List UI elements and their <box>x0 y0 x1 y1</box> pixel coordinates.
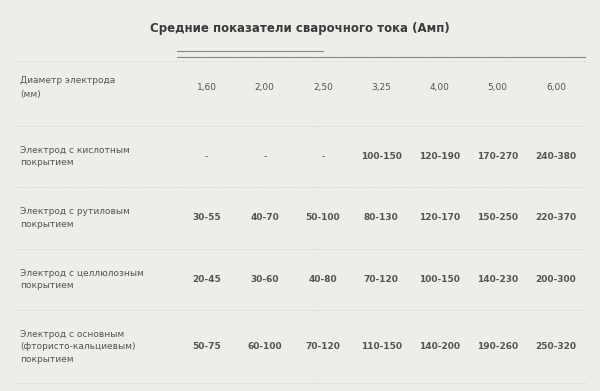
Text: 2,00: 2,00 <box>255 83 275 92</box>
Text: 150-250: 150-250 <box>477 213 518 222</box>
Text: 70-120: 70-120 <box>305 342 340 351</box>
Text: 2,50: 2,50 <box>313 83 333 92</box>
Text: 20-45: 20-45 <box>192 275 221 284</box>
Text: 3,25: 3,25 <box>371 83 391 92</box>
Text: Электрод с основным
(фтористо-кальциевым)
покрытием: Электрод с основным (фтористо-кальциевым… <box>20 330 136 364</box>
Text: 120-190: 120-190 <box>419 152 460 161</box>
Text: 80-130: 80-130 <box>364 213 398 222</box>
Text: 6,00: 6,00 <box>546 83 566 92</box>
Text: 200-300: 200-300 <box>536 275 576 284</box>
Text: -: - <box>205 152 208 161</box>
Text: 170-270: 170-270 <box>477 152 518 161</box>
Text: Электрод с рутиловым
покрытием: Электрод с рутиловым покрытием <box>20 207 130 229</box>
Text: Электрод с целлюлозным
покрытием: Электрод с целлюлозным покрытием <box>20 269 143 290</box>
Text: 140-200: 140-200 <box>419 342 460 351</box>
Text: 40-80: 40-80 <box>308 275 337 284</box>
Text: 120-170: 120-170 <box>419 213 460 222</box>
Text: 30-60: 30-60 <box>251 275 279 284</box>
Text: Средние показатели сварочного тока (Амп): Средние показатели сварочного тока (Амп) <box>150 22 450 34</box>
Text: 100-150: 100-150 <box>419 275 460 284</box>
Text: 50-100: 50-100 <box>305 213 340 222</box>
Text: -: - <box>263 152 266 161</box>
Text: 220-370: 220-370 <box>535 213 577 222</box>
Text: 70-120: 70-120 <box>364 275 398 284</box>
Text: 190-260: 190-260 <box>477 342 518 351</box>
Text: 40-70: 40-70 <box>250 213 279 222</box>
Text: 110-150: 110-150 <box>361 342 402 351</box>
Text: 100-150: 100-150 <box>361 152 401 161</box>
Text: Электрод с кислотным
покрытием: Электрод с кислотным покрытием <box>20 146 130 167</box>
Text: Диаметр электрода
(мм): Диаметр электрода (мм) <box>20 75 115 99</box>
Text: 50-75: 50-75 <box>192 342 221 351</box>
Text: 250-320: 250-320 <box>535 342 577 351</box>
Text: 30-55: 30-55 <box>192 213 221 222</box>
Text: 240-380: 240-380 <box>535 152 577 161</box>
Text: 4,00: 4,00 <box>430 83 449 92</box>
Text: 60-100: 60-100 <box>247 342 282 351</box>
Text: 1,60: 1,60 <box>197 83 217 92</box>
Text: 140-230: 140-230 <box>477 275 518 284</box>
Text: -: - <box>322 152 325 161</box>
Text: 5,00: 5,00 <box>488 83 508 92</box>
